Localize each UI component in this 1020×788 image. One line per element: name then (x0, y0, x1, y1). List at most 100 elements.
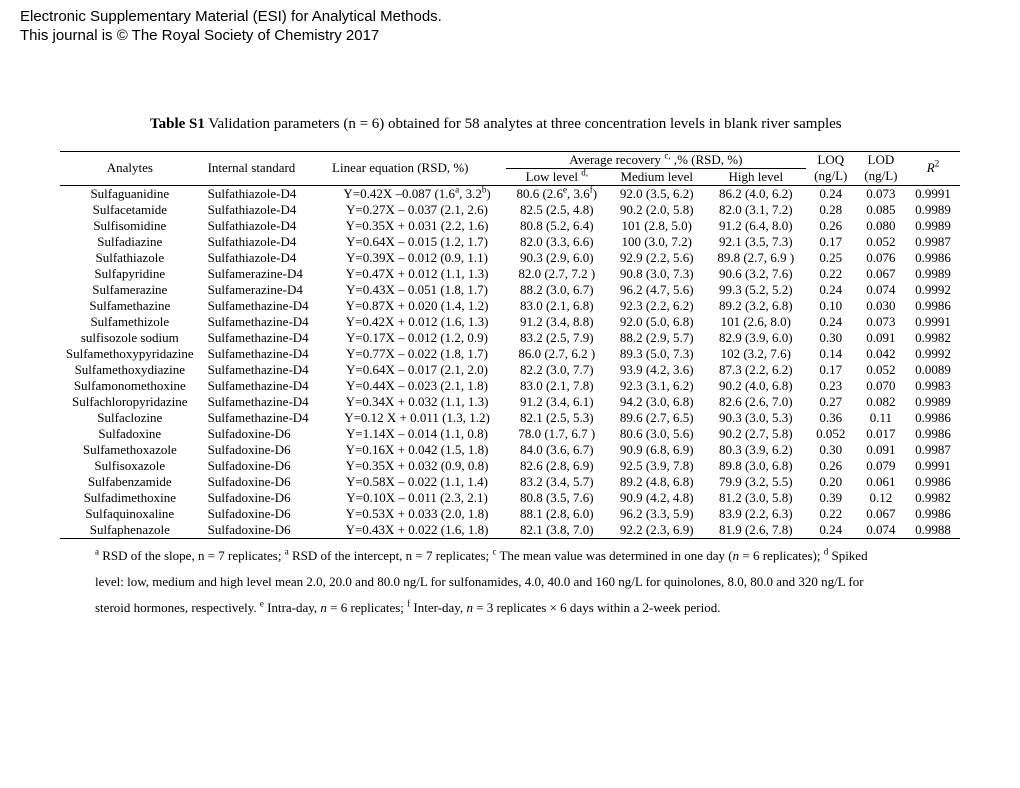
cell-r2: 0.9982 (906, 490, 960, 506)
cell-hi: 90.6 (3.2, 7.6) (706, 266, 806, 282)
cell-loq: 0.22 (806, 506, 856, 522)
cell-me: 90.9 (6.8, 6.9) (608, 442, 706, 458)
cell-me: 92.9 (2.2, 5.6) (608, 250, 706, 266)
cell-loq: 0.052 (806, 426, 856, 442)
cell-lod: 0.080 (856, 218, 906, 234)
cell-lod: 0.061 (856, 474, 906, 490)
cell-me: 92.3 (3.1, 6.2) (608, 378, 706, 394)
cell-linear-eq: Y=0.64X – 0.017 (2.1, 2.0) (328, 362, 506, 378)
cell-r2: 0.9991 (906, 458, 960, 474)
cell-low: 82.1 (3.8, 7.0) (506, 522, 608, 539)
cell-low: 91.2 (3.4, 8.8) (506, 314, 608, 330)
table-row: SulfathiazoleSulfathiazole-D4Y=0.39X – 0… (60, 250, 960, 266)
cell-linear-eq: Y=0.12 X + 0.011 (1.3, 1.2) (328, 410, 506, 426)
cell-low: 78.0 (1.7, 6.7 ) (506, 426, 608, 442)
cell-me: 89.2 (4.8, 6.8) (608, 474, 706, 490)
cell-hi: 82.0 (3.1, 7.2) (706, 202, 806, 218)
cell-loq: 0.26 (806, 218, 856, 234)
cell-loq: 0.27 (806, 394, 856, 410)
table-row: SulfaphenazoleSulfadoxine-D6Y=0.43X + 0.… (60, 522, 960, 539)
esi-header-line1: Electronic Supplementary Material (ESI) … (20, 8, 1000, 27)
cell-low: 82.0 (2.7, 7.2 ) (506, 266, 608, 282)
cell-istd: Sulfamethazine-D4 (204, 346, 328, 362)
cell-low: 91.2 (3.4, 6.1) (506, 394, 608, 410)
cell-r2: 0.9986 (906, 426, 960, 442)
cell-loq: 0.14 (806, 346, 856, 362)
col-lod: LOD (856, 151, 906, 168)
cell-analyte: Sulfabenzamide (60, 474, 204, 490)
table-row: SulfamethoxydiazineSulfamethazine-D4Y=0.… (60, 362, 960, 378)
cell-linear-eq: Y=0.10X – 0.011 (2.3, 2.1) (328, 490, 506, 506)
cell-lod: 0.017 (856, 426, 906, 442)
cell-analyte: Sulfachloropyridazine (60, 394, 204, 410)
cell-low: 88.1 (2.8, 6.0) (506, 506, 608, 522)
cell-istd: Sulfadoxine-D6 (204, 474, 328, 490)
cell-loq: 0.23 (806, 378, 856, 394)
cell-loq: 0.24 (806, 314, 856, 330)
table-footnotes: a RSD of the slope, n = 7 replicates; a … (20, 539, 1000, 621)
cell-loq: 0.36 (806, 410, 856, 426)
cell-istd: Sulfamethazine-D4 (204, 298, 328, 314)
cell-low: 80.8 (5.2, 6.4) (506, 218, 608, 234)
cell-linear-eq: Y=0.16X + 0.042 (1.5, 1.8) (328, 442, 506, 458)
table-row: SulfamethazineSulfamethazine-D4Y=0.87X +… (60, 298, 960, 314)
cell-istd: Sulfathiazole-D4 (204, 218, 328, 234)
table-row: SulfamonomethoxineSulfamethazine-D4Y=0.4… (60, 378, 960, 394)
cell-istd: Sulfadoxine-D6 (204, 426, 328, 442)
cell-linear-eq: Y=0.44X – 0.023 (2.1, 1.8) (328, 378, 506, 394)
cell-lod: 0.091 (856, 330, 906, 346)
cell-r2: 0.9986 (906, 250, 960, 266)
cell-low: 88.2 (3.0, 6.7) (506, 282, 608, 298)
cell-lod: 0.091 (856, 442, 906, 458)
table-row: SulfabenzamideSulfadoxine-D6Y=0.58X – 0.… (60, 474, 960, 490)
cell-loq: 0.25 (806, 250, 856, 266)
cell-istd: Sulfamethazine-D4 (204, 362, 328, 378)
cell-me: 80.6 (3.0, 5.6) (608, 426, 706, 442)
cell-low: 82.0 (3.3, 6.6) (506, 234, 608, 250)
cell-low: 82.1 (2.5, 5.3) (506, 410, 608, 426)
cell-hi: 81.2 (3.0, 5.8) (706, 490, 806, 506)
cell-analyte: Sulfadoxine (60, 426, 204, 442)
cell-analyte: Sulfathiazole (60, 250, 204, 266)
cell-istd: Sulfathiazole-D4 (204, 202, 328, 218)
cell-istd: Sulfadoxine-D6 (204, 458, 328, 474)
cell-me: 90.2 (2.0, 5.8) (608, 202, 706, 218)
validation-table: Analytes Internal standard Linear equati… (60, 151, 960, 539)
cell-linear-eq: Y=0.87X + 0.020 (1.4, 1.2) (328, 298, 506, 314)
cell-analyte: Sulfisomidine (60, 218, 204, 234)
cell-r2: 0.9986 (906, 410, 960, 426)
cell-istd: Sulfamethazine-D4 (204, 314, 328, 330)
cell-low: 90.3 (2.9, 6.0) (506, 250, 608, 266)
cell-istd: Sulfathiazole-D4 (204, 234, 328, 250)
cell-istd: Sulfamerazine-D4 (204, 266, 328, 282)
cell-analyte: Sulfamethoxydiazine (60, 362, 204, 378)
col-istd: Internal standard (204, 151, 328, 185)
table-row: SulfadoxineSulfadoxine-D6Y=1.14X – 0.014… (60, 426, 960, 442)
cell-hi: 92.1 (3.5, 7.3) (706, 234, 806, 250)
cell-hi: 87.3 (2.2, 6.2) (706, 362, 806, 378)
col-avg-recovery: Average recovery c, ,% (RSD, %) (506, 151, 806, 168)
table-row: SulfamethoxypyridazineSulfamethazine-D4Y… (60, 346, 960, 362)
cell-istd: Sulfathiazole-D4 (204, 185, 328, 202)
cell-linear-eq: Y=0.58X – 0.022 (1.1, 1.4) (328, 474, 506, 490)
cell-analyte: Sulfamerazine (60, 282, 204, 298)
cell-hi: 80.3 (3.9, 6.2) (706, 442, 806, 458)
cell-analyte: Sulfapyridine (60, 266, 204, 282)
cell-linear-eq: Y=0.27X – 0.037 (2.1, 2.6) (328, 202, 506, 218)
esi-header-line2: This journal is © The Royal Society of C… (20, 27, 1000, 46)
col-linear-eq: Linear equation (RSD, %) (328, 151, 506, 185)
table-title: Table S1 Validation parameters (n = 6) o… (20, 116, 1000, 133)
cell-hi: 101 (2.6, 8.0) (706, 314, 806, 330)
cell-low: 86.0 (2.7, 6.2 ) (506, 346, 608, 362)
cell-analyte: sulfisozole sodium (60, 330, 204, 346)
table-row: SulfisomidineSulfathiazole-D4Y=0.35X + 0… (60, 218, 960, 234)
cell-analyte: Sulfisoxazole (60, 458, 204, 474)
table-row: SulfamerazineSulfamerazine-D4Y=0.43X – 0… (60, 282, 960, 298)
cell-me: 92.2 (2.3, 6.9) (608, 522, 706, 539)
cell-analyte: Sulfadimethoxine (60, 490, 204, 506)
cell-r2: 0.9987 (906, 442, 960, 458)
cell-low: 83.2 (3.4, 5.7) (506, 474, 608, 490)
cell-me: 90.9 (4.2, 4.8) (608, 490, 706, 506)
table-title-text: Validation parameters (n = 6) obtained f… (205, 116, 842, 132)
cell-hi: 89.2 (3.2, 6.8) (706, 298, 806, 314)
